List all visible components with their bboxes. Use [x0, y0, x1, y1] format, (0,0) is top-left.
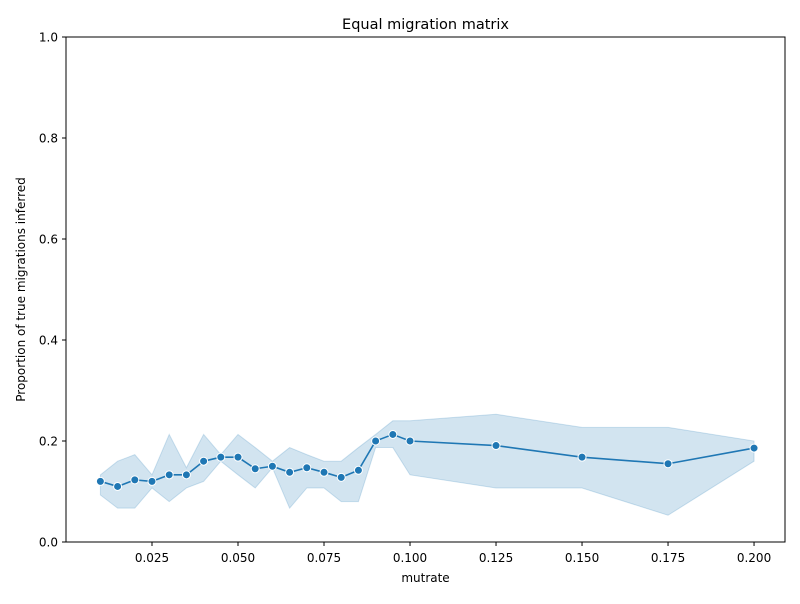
data-point	[267, 461, 277, 471]
data-point	[388, 429, 398, 439]
y-tick-label: 0.2	[39, 435, 58, 449]
y-tick-label: 0.0	[39, 536, 58, 550]
y-tick-label: 0.4	[39, 334, 58, 348]
x-axis-label: mutrate	[401, 571, 449, 585]
data-point	[577, 452, 587, 462]
data-point	[336, 472, 346, 482]
data-point	[371, 436, 381, 446]
confidence-band-layer	[99, 413, 755, 516]
data-point-layer	[95, 429, 759, 491]
data-point	[147, 476, 157, 486]
x-tick-label: 0.075	[307, 551, 341, 565]
data-point	[233, 452, 243, 462]
confidence-band	[99, 413, 755, 516]
data-point	[130, 475, 140, 485]
chart-title: Equal migration matrix	[342, 17, 509, 33]
data-point	[405, 436, 415, 446]
data-point	[113, 481, 123, 491]
y-tick-label: 0.6	[39, 233, 58, 247]
data-point	[319, 467, 329, 477]
x-axis-ticks: 0.025 0.050 0.075 0.100 0.125 0.150 0.175 0.200	[135, 542, 771, 565]
data-point	[95, 476, 105, 486]
x-tick-label: 0.125	[479, 551, 513, 565]
x-tick-label: 0.025	[135, 551, 169, 565]
x-tick-label: 0.175	[651, 551, 685, 565]
y-axis-label: Proportion of true migrations inferred	[14, 177, 28, 401]
data-point	[491, 441, 501, 451]
data-point	[216, 452, 226, 462]
data-point	[199, 456, 209, 466]
data-point	[749, 443, 759, 453]
data-point	[302, 463, 312, 473]
data-point	[164, 470, 174, 480]
x-tick-label: 0.200	[737, 551, 771, 565]
y-axis-ticks: 0.0 0.2 0.4 0.6 0.8 1.0	[39, 31, 66, 550]
data-point	[285, 467, 295, 477]
x-tick-label: 0.100	[393, 551, 427, 565]
data-point	[663, 459, 673, 469]
data-point	[250, 464, 260, 474]
data-point	[181, 470, 191, 480]
x-tick-label: 0.050	[221, 551, 255, 565]
axes-frame	[65, 36, 786, 543]
y-tick-label: 0.8	[39, 132, 58, 146]
data-point	[353, 465, 363, 475]
y-tick-label: 1.0	[39, 31, 58, 45]
x-tick-label: 0.150	[565, 551, 599, 565]
